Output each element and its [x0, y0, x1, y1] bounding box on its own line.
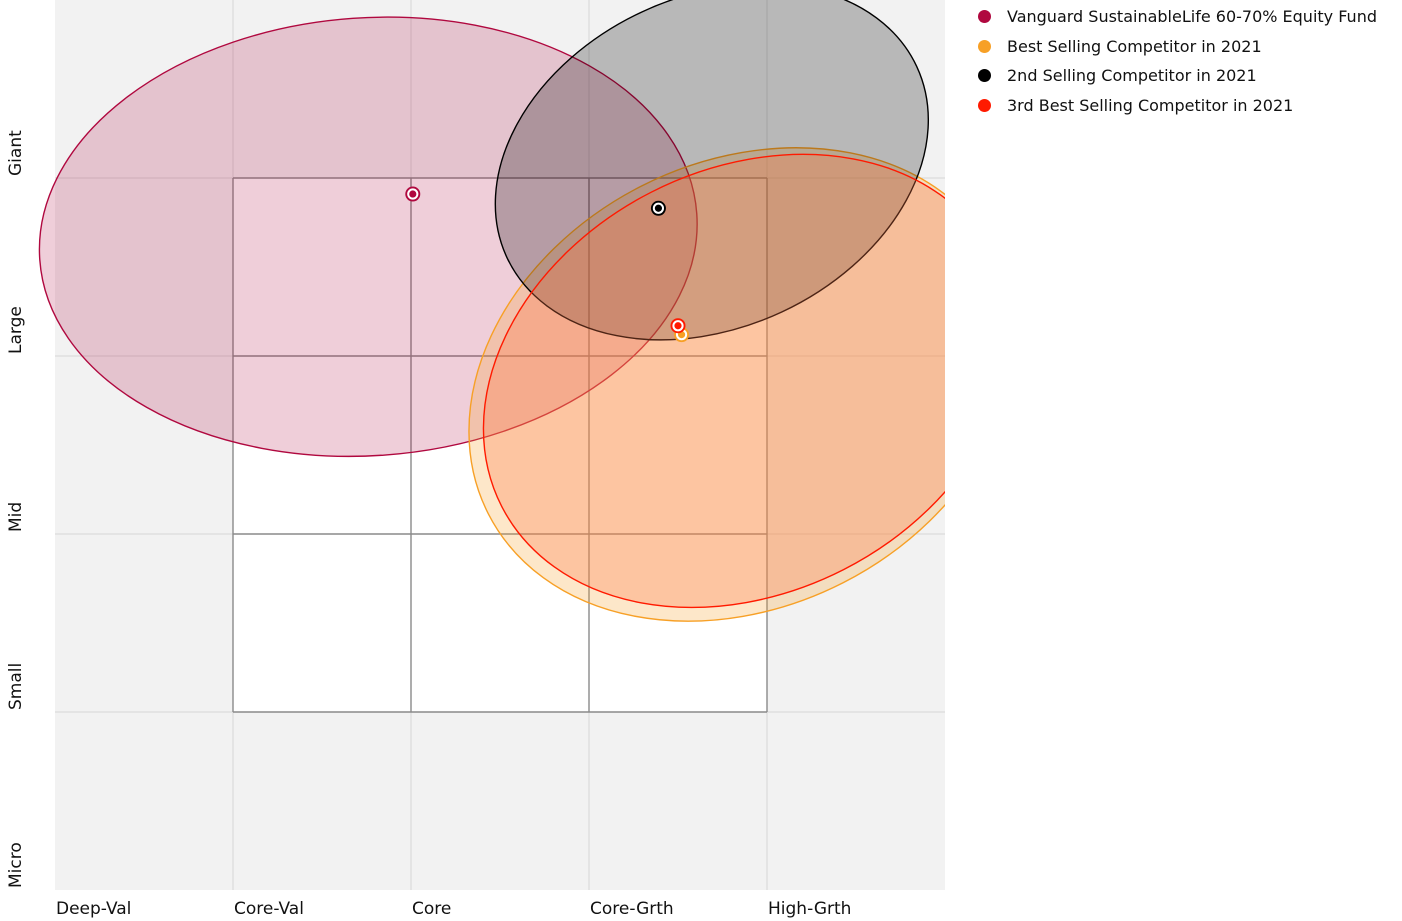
legend-marker	[978, 69, 991, 83]
y-tick-label: Giant	[6, 130, 26, 176]
legend-marker	[978, 10, 991, 24]
y-tick-label: Large	[6, 306, 26, 354]
legend-item[interactable]: Best Selling Competitor in 2021	[978, 32, 1377, 62]
style-box-background	[233, 178, 767, 712]
style-box	[232, 177, 768, 713]
legend-item[interactable]: Vanguard SustainableLife 60-70% Equity F…	[978, 2, 1377, 32]
y-tick-label: Mid	[6, 502, 26, 532]
x-tick-label: High-Grth	[768, 899, 851, 919]
series-point-ring	[652, 202, 665, 214]
series-ellipse	[494, 0, 930, 341]
series-ellipse	[482, 153, 945, 609]
x-tick-label: Deep-Val	[56, 899, 131, 919]
series-point-ring	[407, 188, 419, 200]
legend-marker	[978, 99, 991, 113]
x-tick-label: Core-Grth	[590, 899, 674, 919]
legend-label: Best Selling Competitor in 2021	[1007, 36, 1262, 56]
series-ellipse	[38, 16, 698, 458]
legend-item[interactable]: 3rd Best Selling Competitor in 2021	[978, 91, 1377, 121]
legend-label: 3rd Best Selling Competitor in 2021	[1007, 96, 1294, 116]
series-ellipse	[468, 147, 945, 622]
y-tick-label: Micro	[6, 842, 26, 888]
x-tick-labels: Deep-Val Core-Val Core Core-Grth High-Grth	[56, 899, 851, 919]
points	[405, 186, 690, 343]
legend-item[interactable]: 2nd Selling Competitor in 2021	[978, 61, 1377, 91]
x-tick-label: Core-Val	[234, 899, 304, 919]
legend-label: Vanguard SustainableLife 60-70% Equity F…	[1007, 7, 1377, 27]
legend-marker	[978, 39, 991, 53]
legend: Vanguard SustainableLife 60-70% Equity F…	[978, 2, 1377, 120]
y-tick-labels: Micro Small Mid Large Giant	[6, 130, 26, 888]
series-point-ring	[672, 320, 684, 332]
ellipses	[38, 0, 945, 622]
y-tick-label: Small	[6, 663, 26, 710]
style-map-chart: Deep-Val Core-Val Core Core-Grth High-Grth M…	[6, 0, 945, 919]
x-tick-label: Core	[412, 899, 451, 919]
legend-label: 2nd Selling Competitor in 2021	[1007, 66, 1257, 86]
